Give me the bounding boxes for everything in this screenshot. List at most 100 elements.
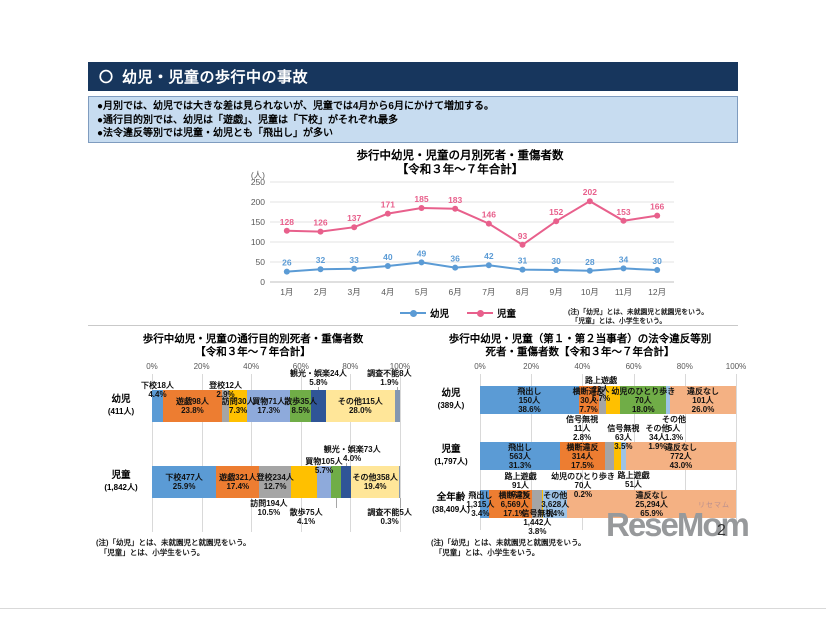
segment-label: その他358人 19.4% (352, 473, 398, 491)
legend-line-icon (399, 309, 426, 317)
svg-text:50: 50 (256, 257, 266, 267)
legend-label: 幼児 (429, 309, 449, 320)
row-label-text: 児童 (111, 470, 131, 481)
line-chart-title-sub: 【令和３年～７年合計】 (396, 164, 524, 176)
axis-tick-label: 0% (146, 362, 158, 371)
svg-text:12月: 12月 (648, 287, 666, 297)
purpose-chart-title: 歩行中幼児・児童の通行目的別死者・重傷者数 【令和３年～７年合計】 (88, 333, 418, 359)
svg-text:36: 36 (450, 254, 460, 264)
axis-tick-label: 60% (292, 362, 309, 371)
svg-text:137: 137 (347, 213, 361, 223)
svg-text:146: 146 (482, 210, 496, 220)
segment-label: 飛出し 1,315人 3.4% (466, 490, 495, 518)
svg-text:153: 153 (616, 207, 630, 217)
axis-tick-label: 20% (523, 362, 540, 371)
purpose-chart-note: (注)「幼児」とは、未就園児と就園児をいう。 「児童」とは、小学生をいう。 (96, 538, 251, 557)
row-label: 児童 (1,842人) (96, 458, 146, 506)
segment-label: 違反なし 25,294人 65.9% (635, 490, 668, 518)
gridline (736, 374, 737, 530)
bar-segment-飛出し (480, 386, 579, 414)
row-label: 幼児 (389人) (428, 378, 474, 422)
svg-text:26: 26 (282, 258, 292, 268)
bar-segment-調査不能 (395, 390, 400, 422)
bar-segment-違反なし (669, 386, 737, 414)
bar-segment-幼児のひとり歩き (620, 386, 667, 414)
svg-text:10月: 10月 (581, 287, 599, 297)
svg-text:3月: 3月 (348, 287, 361, 297)
svg-text:183: 183 (448, 195, 462, 205)
segment-label: 信号無視 63人 3.5% (607, 424, 640, 451)
monthly-line-chart: (人) 0 50 100 150 200 250 1月 2月 3月 4月 5月 6月 7月 8月 9月 10月 1… (232, 168, 682, 308)
row-label-total: (1,842人) (104, 483, 138, 492)
row-label-total: (38,409人) (432, 505, 470, 514)
bar-segment-登校 (259, 466, 291, 498)
segment-label: その他 5人 1.3% (662, 415, 687, 442)
segment-label: 登校234人 12.7% (256, 473, 294, 491)
segment-label: 横断違反 6,569人 17.1% (498, 490, 531, 518)
line-chart-title: 歩行中幼児・児童の月別死者・重傷者数 【令和３年～７年合計】 (240, 149, 680, 177)
page-number: 2 (717, 522, 726, 539)
bar-row (152, 390, 400, 422)
bar-segment-その他 (621, 442, 626, 470)
gridline (251, 374, 253, 532)
segment-label: 路上遊戯 91人 0.2% (504, 472, 537, 499)
leader-line (346, 463, 348, 466)
svg-text:250: 250 (251, 177, 265, 187)
segment-label: 観光・娯楽24人 5.8% (289, 369, 347, 387)
svg-text:150: 150 (251, 217, 265, 227)
summary-bullet-1: ●月別では、幼児では大きな差は見られないが、児童では4月から6月にかけて増加する… (97, 101, 494, 112)
bar-segment-観光・娯楽 (341, 466, 352, 498)
svg-text:30: 30 (551, 256, 561, 266)
svg-text:(人): (人) (251, 170, 265, 180)
row-label-text: 全年齢 (436, 492, 466, 503)
axis-tick-label: 0% (474, 362, 486, 371)
segment-label: 遊戯321人 17.4% (219, 473, 257, 491)
gridline (201, 374, 203, 532)
svg-text:126: 126 (313, 218, 327, 228)
segment-label: 訪問194人 10.5% (250, 499, 288, 517)
bar-segment-横断違反 (488, 490, 533, 518)
gridline (350, 374, 352, 532)
bar-segment-路上遊戯 (605, 386, 621, 414)
segment-label: 横断違反 30人 7.7% (572, 386, 605, 414)
svg-text:128: 128 (280, 217, 294, 227)
bar-segment-訪問 (290, 466, 317, 498)
segment-label: 信号無視 1,442人 3.8% (521, 509, 554, 536)
bar-segment-遊戯 (162, 390, 222, 422)
bar-segment-路上遊戯 (542, 490, 543, 518)
row-label-text: 幼児 (441, 388, 461, 399)
segment-label: 信号無視 11人 2.8% (566, 415, 599, 442)
bar-segment-飛出し (480, 490, 489, 518)
bar-segment-観光・娯楽 (311, 390, 326, 422)
segment-label: 下校18人 4.4% (141, 381, 174, 399)
line-chart-legend: 幼児 児童 (238, 306, 678, 320)
bar-row (480, 386, 737, 414)
leader-line (336, 498, 338, 508)
legend-label: 児童 (497, 309, 517, 320)
segment-label: 幼児のひとり歩き 70人 18.0% (611, 386, 676, 414)
svg-text:6月: 6月 (449, 287, 462, 297)
resemom-logo: リセマム ReseMom (606, 500, 750, 550)
segment-label: その他115人 28.0% (337, 397, 383, 415)
segment-label: 違反なし 101人 26.0% (686, 386, 719, 414)
row-label-text: 幼児 (111, 394, 131, 405)
bar-segment-散歩 (290, 390, 312, 422)
svg-text:11月: 11月 (615, 287, 632, 297)
axis-tick-label: 80% (342, 362, 359, 371)
svg-text:185: 185 (414, 194, 428, 204)
axis-tick-label: 40% (574, 362, 591, 371)
gridline (300, 374, 302, 532)
leader-line (399, 498, 401, 508)
segment-label: 違反なし 772人 43.0% (664, 442, 697, 470)
svg-text:49: 49 (417, 248, 427, 258)
violation-chart-note: (注)「幼児」とは、未就園児と就園児をいう。 「児童」とは、小学生をいう。 (431, 538, 586, 557)
svg-text:30: 30 (652, 256, 662, 266)
violation-chart-title-main: 歩行中幼児・児童（第１・第２当事者）の法令違反等別 (448, 333, 712, 345)
violation-chart-title: 歩行中幼児・児童（第１・第２当事者）の法令違反等別 死者・重傷者数【令和３年～７… (420, 333, 740, 359)
axis-tick-label: 80% (676, 362, 693, 371)
svg-text:2月: 2月 (314, 287, 327, 297)
summary-box: ●月別では、幼児では大きな差は見られないが、児童では4月から6月にかけて増加する… (88, 96, 738, 143)
segment-label: 飛出し 150人 38.6% (517, 386, 542, 414)
line-chart-title-main: 歩行中幼児・児童の月別死者・重傷者数 (356, 150, 564, 162)
